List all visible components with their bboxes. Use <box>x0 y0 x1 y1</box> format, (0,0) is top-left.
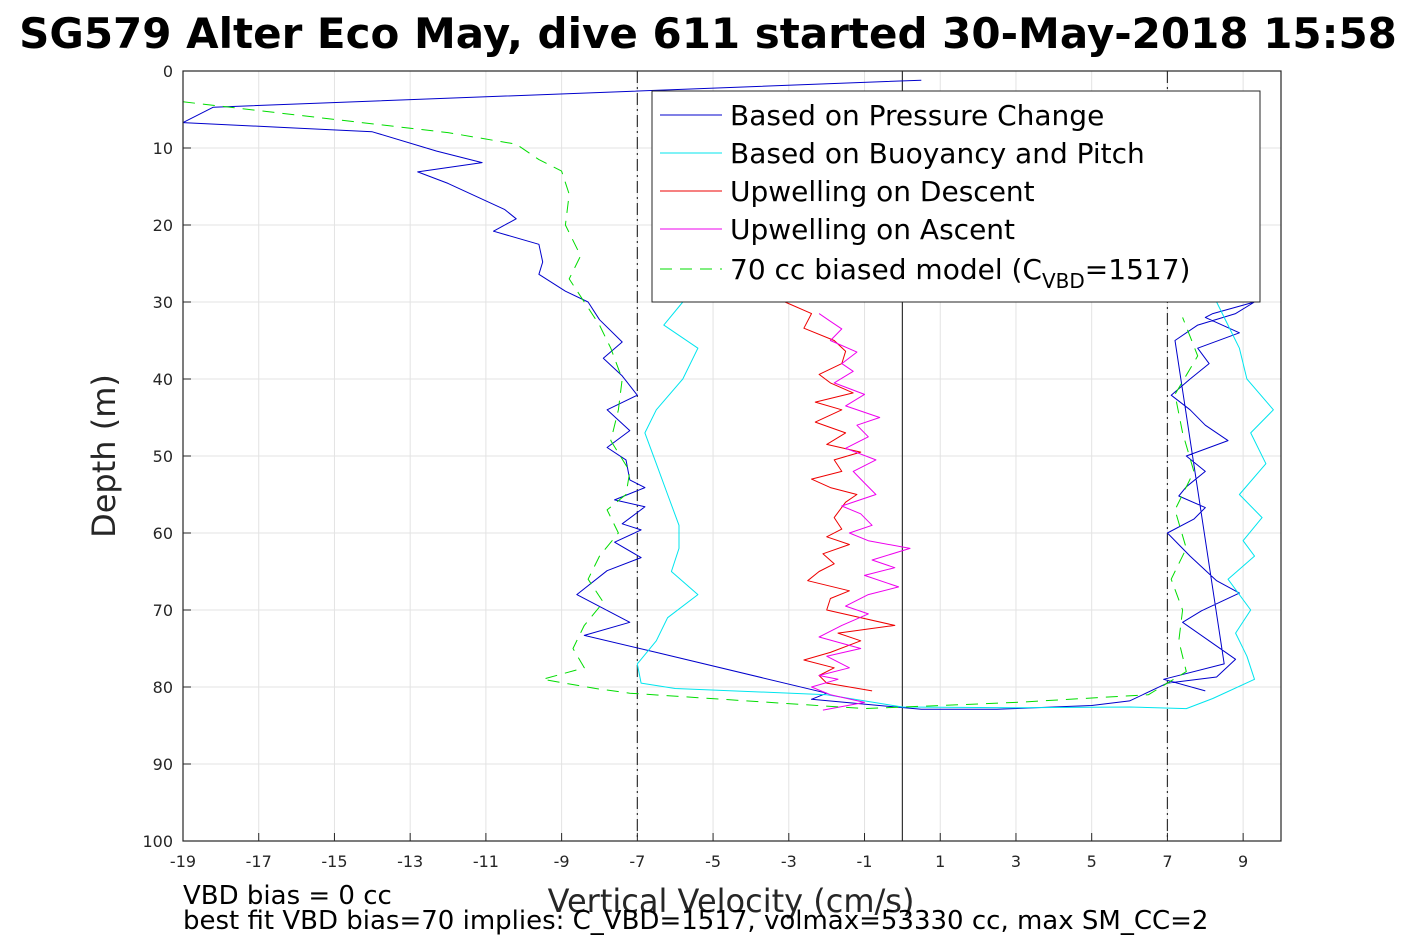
y-tick-labels: 0 10 20 30 40 50 60 70 80 90 100 <box>142 62 191 851</box>
y-tick-label: 40 <box>153 370 173 389</box>
x-tick-label: -11 <box>473 852 499 871</box>
x-tick-labels: -19 -17 -15 -13 -11 -9 -7 -5 -3 -1 1 3 5 7 9 <box>170 833 1248 871</box>
y-tick-label: 90 <box>153 755 173 774</box>
legend-label-buoyancy: Based on Buoyancy and Pitch <box>730 137 1145 170</box>
x-axis-label: Vertical Velocity (cm/s) <box>548 882 915 920</box>
x-tick-label: 3 <box>1011 852 1021 871</box>
legend-label-model: 70 cc biased model (CVBD=1517) <box>730 253 1190 293</box>
x-tick-label: 5 <box>1087 852 1097 871</box>
y-tick-label: 80 <box>153 678 173 697</box>
y-tick-label: 60 <box>153 524 173 543</box>
x-tick-label: -19 <box>170 852 196 871</box>
legend-label-pressure: Based on Pressure Change <box>730 99 1104 132</box>
series-line-3 <box>811 313 911 711</box>
chart-title: SG579 Alter Eco May, dive 611 started 30… <box>19 9 1397 58</box>
x-tick-label: 1 <box>935 852 945 871</box>
y-tick-label: 50 <box>153 447 173 466</box>
x-tick-label: -17 <box>246 852 272 871</box>
y-tick-label: 20 <box>153 216 173 235</box>
legend-model-sub: VBD <box>1042 269 1085 293</box>
legend-model-suffix: =1517) <box>1085 253 1191 286</box>
legend: Based on Pressure Change Based on Buoyan… <box>651 90 1261 303</box>
y-tick-label: 100 <box>142 832 173 851</box>
y-axis-label: Depth (m) <box>85 374 123 538</box>
x-tick-label: -9 <box>554 852 570 871</box>
y-tick-label: 30 <box>153 293 173 312</box>
y-tick-label: 0 <box>163 62 173 81</box>
x-tick-label: -13 <box>397 852 423 871</box>
x-tick-label: -1 <box>857 852 873 871</box>
legend-model-prefix: 70 cc biased model (C <box>730 253 1042 286</box>
y-tick-label: 70 <box>153 601 173 620</box>
y-tick-label: 10 <box>153 139 173 158</box>
x-tick-label: 9 <box>1238 852 1248 871</box>
series-line-4 <box>182 101 1199 710</box>
annotation-best-fit: best fit VBD bias=70 implies: C_VBD=1517… <box>183 906 1208 936</box>
annotation-vbd-bias: VBD bias = 0 cc <box>183 881 392 911</box>
x-tick-label: -5 <box>705 852 721 871</box>
legend-label-ascent: Upwelling on Ascent <box>730 213 1015 246</box>
x-tick-label: -15 <box>321 852 347 871</box>
legend-box <box>651 90 1261 303</box>
series-line-2 <box>784 301 896 692</box>
x-tick-label: 7 <box>1162 852 1172 871</box>
x-tick-label: -3 <box>781 852 797 871</box>
x-tick-label: -7 <box>629 852 645 871</box>
legend-label-descent: Upwelling on Descent <box>730 175 1035 208</box>
